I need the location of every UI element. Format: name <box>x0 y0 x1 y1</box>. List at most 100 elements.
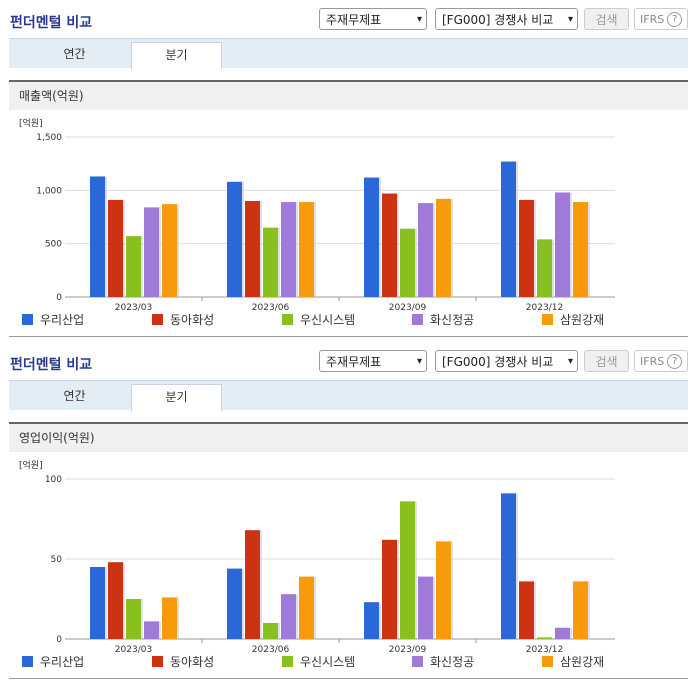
divider <box>9 678 688 679</box>
legend-label: 우신시스템 <box>300 313 356 327</box>
bar-우신시스템 <box>537 637 552 639</box>
group-select[interactable]: [FG000] 경쟁사 비교 ▾ <box>435 350 578 372</box>
bar-화신정공 <box>144 621 159 639</box>
legend-swatch <box>152 656 163 667</box>
bar-우신시스템 <box>126 236 141 297</box>
bar-삼원강재 <box>436 198 451 297</box>
bar-동아화성 <box>382 539 397 639</box>
bar-화신정공 <box>281 594 296 639</box>
panel-title: 펀더멘털 비교 <box>10 357 93 373</box>
ifrs-label: IFRS <box>640 355 665 368</box>
section-title: 영업이익(억원) <box>9 422 688 452</box>
period-tabs: 연간 분기 <box>9 380 688 411</box>
panel-header: 펀더멘털 비교 주재무제표 ▾ [FG000] 경쟁사 비교 ▾ 검색 IFRS… <box>0 350 696 380</box>
legend-label: 화신정공 <box>430 655 475 669</box>
unit-label: [억원] <box>19 117 43 129</box>
x-tick-label: 2023/09 <box>389 303 427 312</box>
legend-item[interactable]: 삼원강재 <box>542 312 604 328</box>
group-select-value: [FG000] 경쟁사 비교 <box>442 355 554 369</box>
tab-annual[interactable]: 연간 <box>63 47 86 61</box>
unit-label: [억원] <box>19 459 43 471</box>
legend-swatch <box>542 656 553 667</box>
bar-동아화성 <box>108 199 123 297</box>
y-tick-label: 1,500 <box>36 133 62 143</box>
legend-label: 동아화성 <box>170 313 215 327</box>
bar-우리산업 <box>90 567 105 639</box>
chevron-down-icon: ▾ <box>416 14 422 25</box>
bar-화신정공 <box>555 627 570 639</box>
legend-label: 동아화성 <box>170 655 215 669</box>
legend-swatch <box>152 314 163 325</box>
help-icon[interactable]: ? <box>667 11 683 27</box>
ifrs-button[interactable]: IFRS? <box>634 8 688 30</box>
legend-swatch <box>22 656 33 667</box>
y-tick-label: 50 <box>51 555 63 565</box>
y-tick-label: 1,000 <box>36 186 62 196</box>
search-button[interactable]: 검색 <box>584 8 629 30</box>
statement-select[interactable]: 주재무제표 ▾ <box>319 350 427 372</box>
bar-삼원강재 <box>299 202 314 297</box>
legend-item[interactable]: 동아화성 <box>152 654 214 670</box>
legend-label: 삼원강재 <box>560 313 605 327</box>
group-select-value: [FG000] 경쟁사 비교 <box>442 13 554 27</box>
legend-item[interactable]: 화신정공 <box>412 654 474 670</box>
legend-label: 화신정공 <box>430 313 475 327</box>
period-tabs: 연간 분기 <box>9 38 688 69</box>
x-tick-label: 2023/09 <box>389 645 427 654</box>
legend-item[interactable]: 동아화성 <box>152 312 214 328</box>
search-button[interactable]: 검색 <box>584 350 629 372</box>
y-tick-label: 0 <box>56 635 62 645</box>
bar-화신정공 <box>418 203 433 297</box>
bar-화신정공 <box>418 576 433 639</box>
x-tick-label: 2023/06 <box>252 303 290 312</box>
bar-화신정공 <box>555 192 570 297</box>
chart-legend: 우리산업 동아화성 우신시스템 화신정공 삼원강재 <box>22 654 682 670</box>
x-tick-label: 2023/03 <box>115 303 152 312</box>
legend-label: 우리산업 <box>40 313 85 327</box>
tab-quarterly[interactable]: 분기 <box>131 384 222 411</box>
legend-swatch <box>542 314 553 325</box>
legend-item[interactable]: 우신시스템 <box>282 312 355 328</box>
chart-legend: 우리산업 동아화성 우신시스템 화신정공 삼원강재 <box>22 312 682 328</box>
panel-title: 펀더멘털 비교 <box>10 15 93 31</box>
legend-item[interactable]: 우리산업 <box>22 654 84 670</box>
bar-삼원강재 <box>162 597 177 639</box>
bar-우리산업 <box>227 568 242 639</box>
y-tick-label: 100 <box>45 475 62 485</box>
x-tick-label: 2023/12 <box>526 645 563 654</box>
x-tick-label: 2023/03 <box>115 645 152 654</box>
legend-item[interactable]: 우리산업 <box>22 312 84 328</box>
legend-item[interactable]: 삼원강재 <box>542 654 604 670</box>
chevron-down-icon: ▾ <box>567 356 573 367</box>
ifrs-button[interactable]: IFRS? <box>634 350 688 372</box>
bar-삼원강재 <box>162 204 177 297</box>
section-title: 매출액(억원) <box>9 80 688 110</box>
tab-annual[interactable]: 연간 <box>63 389 86 403</box>
bar-우신시스템 <box>400 228 415 297</box>
bar-동아화성 <box>108 562 123 639</box>
statement-select[interactable]: 주재무제표 ▾ <box>319 8 427 30</box>
help-icon[interactable]: ? <box>667 353 683 369</box>
bar-우리산업 <box>501 493 516 639</box>
bar-화신정공 <box>281 202 296 297</box>
tab-quarterly[interactable]: 분기 <box>131 42 222 69</box>
revenue-chart: [억원] 0 500 1,000 1,500 2023/03 2023/06 2023/09 2… <box>19 117 615 312</box>
bar-우신시스템 <box>126 599 141 639</box>
bar-우리산업 <box>364 177 379 297</box>
legend-swatch <box>412 656 423 667</box>
legend-swatch <box>22 314 33 325</box>
bar-동아화성 <box>519 581 534 639</box>
bar-우신시스템 <box>263 227 278 297</box>
bar-동아화성 <box>245 201 260 297</box>
legend-item[interactable]: 화신정공 <box>412 312 474 328</box>
legend-item[interactable]: 우신시스템 <box>282 654 355 670</box>
bar-화신정공 <box>144 207 159 297</box>
divider <box>9 336 688 337</box>
bar-우신시스템 <box>400 501 415 639</box>
panel-header: 펀더멘털 비교 주재무제표 ▾ [FG000] 경쟁사 비교 ▾ 검색 IFRS… <box>0 8 696 38</box>
bar-삼원강재 <box>299 576 314 639</box>
legend-swatch <box>412 314 423 325</box>
y-tick-label: 500 <box>45 240 62 250</box>
group-select[interactable]: [FG000] 경쟁사 비교 ▾ <box>435 8 578 30</box>
x-tick-label: 2023/06 <box>252 645 290 654</box>
